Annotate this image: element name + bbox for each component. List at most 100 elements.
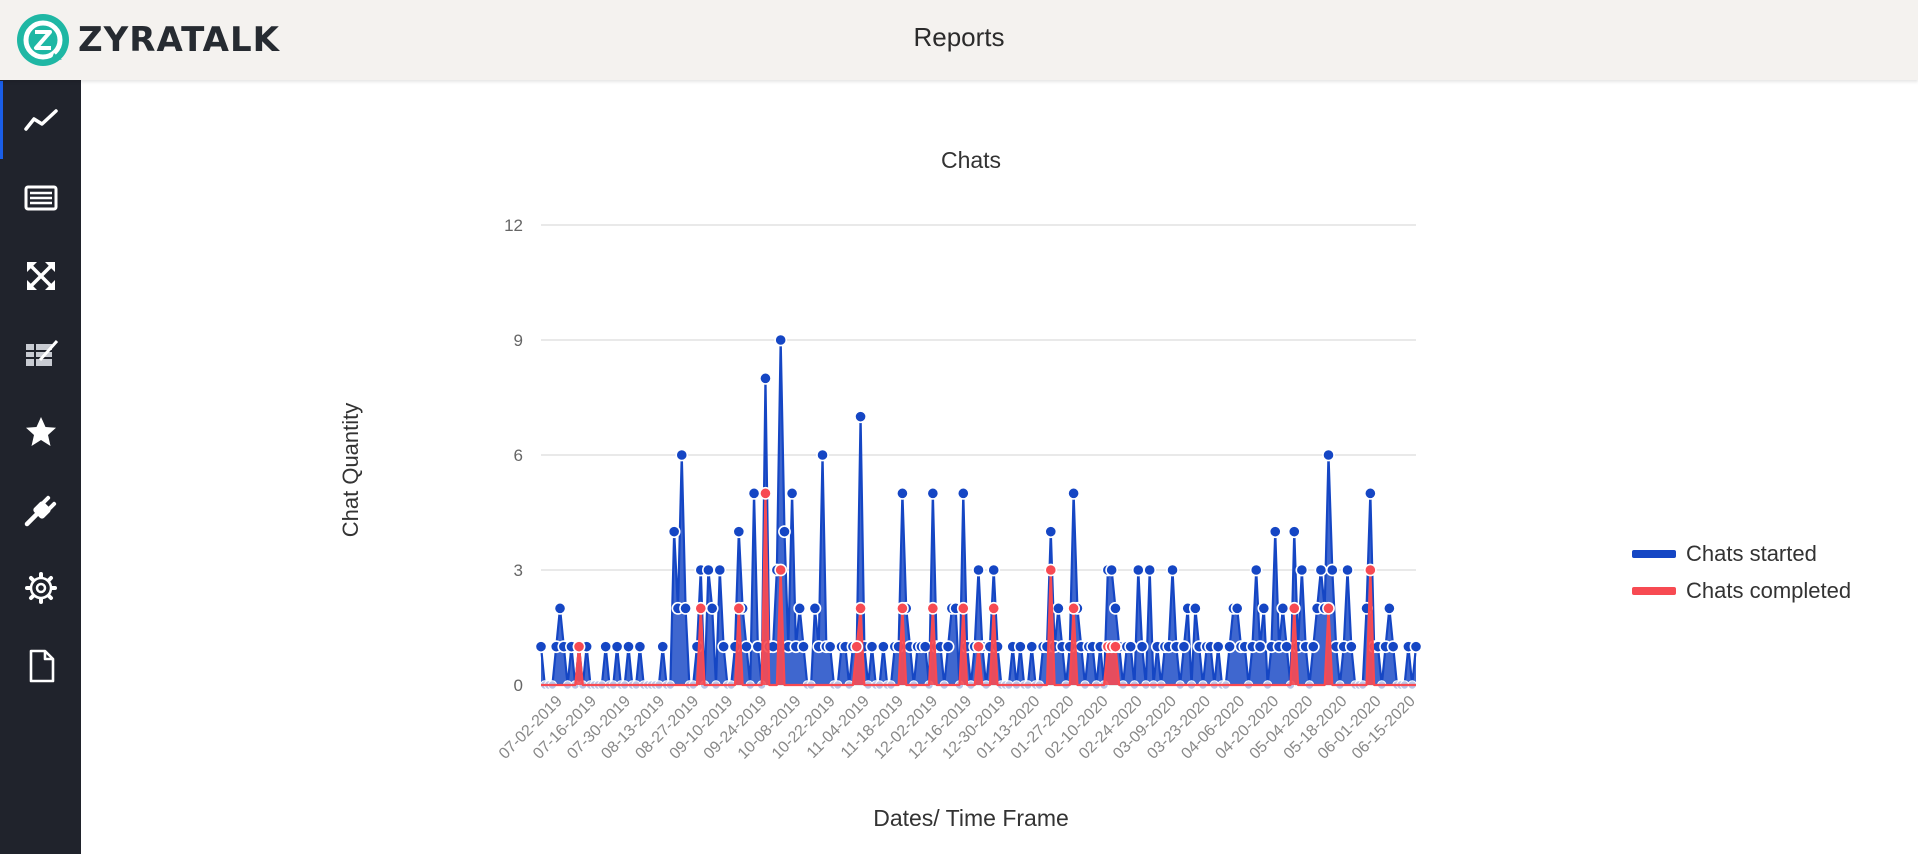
data-point[interactable] (778, 525, 791, 539)
data-point[interactable] (1109, 640, 1122, 654)
data-point[interactable] (1344, 640, 1358, 654)
data-point[interactable] (553, 601, 567, 615)
data-point[interactable] (717, 640, 731, 654)
data-point[interactable] (759, 371, 772, 385)
sidebar-item-favorites[interactable] (0, 393, 81, 471)
data-point[interactable] (1287, 601, 1301, 615)
data-point[interactable] (1257, 601, 1271, 615)
sidebar-item-settings[interactable] (0, 549, 81, 627)
data-point[interactable] (679, 601, 692, 615)
data-point[interactable] (823, 640, 837, 654)
data-point[interactable] (572, 640, 586, 654)
data-point[interactable] (622, 640, 635, 654)
data-point[interactable] (816, 448, 829, 462)
data-point[interactable] (1223, 640, 1236, 654)
data-point[interactable] (1051, 601, 1065, 615)
data-point[interactable] (1188, 601, 1202, 615)
data-point[interactable] (793, 601, 807, 615)
data-point[interactable] (1322, 601, 1335, 615)
data-point[interactable] (1253, 640, 1267, 654)
data-point[interactable] (1013, 640, 1027, 654)
data-point[interactable] (667, 525, 681, 539)
data-point[interactable] (534, 640, 548, 654)
brand-logo[interactable]: ZYRATALK (16, 9, 280, 71)
data-point[interactable] (972, 640, 985, 654)
data-point[interactable] (926, 486, 940, 500)
data-point[interactable] (1386, 640, 1400, 654)
data-point[interactable] (747, 486, 761, 500)
sidebar-item-list[interactable] (0, 159, 81, 237)
data-point[interactable] (1067, 601, 1081, 615)
data-point[interactable] (774, 563, 788, 577)
data-point[interactable] (896, 601, 909, 615)
data-point[interactable] (876, 640, 890, 654)
data-point[interactable] (865, 640, 879, 654)
data-point[interactable] (1341, 563, 1354, 577)
data-point[interactable] (732, 601, 746, 615)
data-point[interactable] (1177, 640, 1191, 654)
data-point[interactable] (1131, 563, 1145, 577)
data-point[interactable] (1067, 486, 1081, 500)
data-point[interactable] (987, 601, 1001, 615)
data-point[interactable] (705, 601, 719, 615)
data-point[interactable] (941, 640, 955, 654)
data-point[interactable] (759, 486, 772, 500)
data-point[interactable] (854, 601, 867, 615)
data-point[interactable] (1363, 563, 1377, 577)
data-point[interactable] (1276, 601, 1290, 615)
sidebar-item-integrations[interactable] (0, 471, 81, 549)
data-point[interactable] (956, 486, 970, 500)
data-point[interactable] (1143, 563, 1157, 577)
data-point[interactable] (987, 563, 1001, 577)
data-point[interactable] (1105, 563, 1119, 577)
data-point[interactable] (1295, 563, 1309, 577)
data-point[interactable] (1211, 640, 1225, 654)
data-point[interactable] (675, 448, 689, 462)
data-point[interactable] (1249, 563, 1263, 577)
sidebar-item-edit-table[interactable] (0, 315, 81, 393)
data-point[interactable] (926, 601, 940, 615)
data-point[interactable] (896, 486, 909, 500)
data-point[interactable] (656, 640, 670, 654)
data-point[interactable] (1306, 640, 1320, 654)
data-point[interactable] (1325, 563, 1339, 577)
data-point[interactable] (701, 563, 715, 577)
data-point[interactable] (1044, 563, 1058, 577)
data-point[interactable] (633, 640, 647, 654)
data-point[interactable] (1314, 563, 1328, 577)
sidebar-item-reports[interactable] (0, 81, 81, 159)
data-point[interactable] (1044, 525, 1058, 539)
sidebar-item-documents[interactable] (0, 627, 81, 705)
data-point[interactable] (1025, 640, 1039, 654)
data-point[interactable] (1268, 525, 1282, 539)
data-point[interactable] (1166, 563, 1179, 577)
data-point[interactable] (774, 333, 788, 347)
data-point[interactable] (713, 563, 727, 577)
data-point[interactable] (1280, 640, 1294, 654)
data-point[interactable] (1135, 640, 1149, 654)
data-point[interactable] (610, 640, 624, 654)
data-point[interactable] (918, 640, 932, 654)
data-point[interactable] (740, 640, 753, 654)
data-point[interactable] (1363, 486, 1377, 500)
data-point[interactable] (850, 640, 864, 654)
legend-item-chats-completed[interactable]: Chats completed (1632, 572, 1851, 609)
data-point[interactable] (1287, 525, 1301, 539)
legend-item-chats-started[interactable]: Chats started (1632, 535, 1851, 572)
data-point[interactable] (854, 410, 867, 424)
data-point[interactable] (808, 601, 822, 615)
data-point[interactable] (694, 601, 708, 615)
data-point[interactable] (1382, 601, 1396, 615)
data-point[interactable] (1409, 640, 1423, 654)
data-point[interactable] (785, 486, 799, 500)
data-point[interactable] (1230, 601, 1244, 615)
sidebar-item-expand[interactable] (0, 237, 81, 315)
data-point[interactable] (972, 563, 985, 577)
data-point[interactable] (599, 640, 613, 654)
data-point[interactable] (1322, 448, 1335, 462)
data-point[interactable] (1124, 640, 1138, 654)
data-point[interactable] (732, 525, 746, 539)
data-point[interactable] (797, 640, 810, 654)
data-point[interactable] (1109, 601, 1122, 615)
data-point[interactable] (956, 601, 970, 615)
